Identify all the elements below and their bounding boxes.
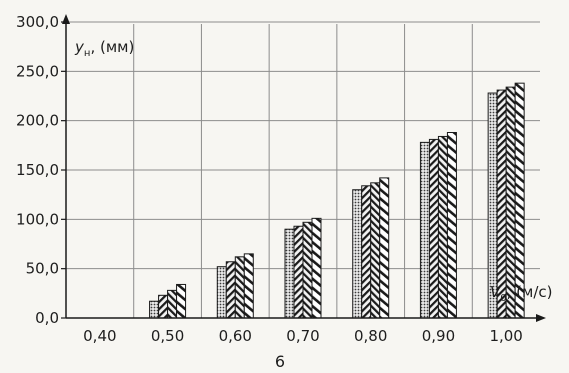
x-tick-label: 0,70: [286, 327, 319, 345]
bar: [234, 256, 245, 319]
figure-sublabel: 6: [275, 352, 285, 371]
y-tick-labels: 0,0 50,0 100,0 150,0 200,0 250,0 300,0: [16, 13, 59, 327]
x-tick-label: 0,80: [354, 327, 387, 345]
bar: [311, 217, 322, 319]
bar: [437, 135, 448, 319]
bar: [419, 141, 430, 319]
bar: [167, 289, 178, 319]
bar: [361, 185, 372, 319]
bar: [225, 261, 236, 319]
y-tick-label: 300,0: [16, 13, 59, 31]
y-axis-title: yн, (мм): [74, 38, 134, 59]
bar: [379, 177, 390, 319]
bar: [446, 132, 457, 319]
y-tick-label: 200,0: [16, 112, 59, 130]
x-tick-label: 0,50: [151, 327, 184, 345]
y-axis-arrow: [62, 14, 70, 24]
y-tick-label: 50,0: [26, 260, 59, 278]
y-tick-label: 0,0: [35, 309, 59, 327]
x-tick-label: 0,40: [83, 327, 116, 345]
y-tick-label: 100,0: [16, 210, 59, 228]
axes: [61, 14, 546, 322]
bar: [216, 266, 227, 319]
x-tick-label: 1,00: [489, 327, 522, 345]
bar: [293, 225, 304, 319]
bar: [149, 300, 160, 319]
x-tick-label: 0,60: [219, 327, 252, 345]
bars: [149, 82, 525, 319]
bar: [428, 138, 439, 319]
x-axis-arrow: [536, 314, 546, 322]
bar: [370, 182, 381, 319]
bar: [302, 221, 313, 319]
bar: [158, 294, 169, 319]
bar: [243, 253, 254, 319]
bar: [176, 283, 187, 319]
bar: [352, 189, 363, 319]
y-tick-label: 250,0: [16, 62, 59, 80]
x-tick-labels: 0,40 0,50 0,60 0,70 0,80 0,90 1,00: [83, 327, 523, 345]
x-axis-title: V0, (м/с): [490, 283, 553, 304]
gridlines: [66, 21, 540, 318]
bar: [284, 228, 295, 319]
x-tick-label: 0,90: [422, 327, 455, 345]
y-tick-label: 150,0: [16, 161, 59, 179]
